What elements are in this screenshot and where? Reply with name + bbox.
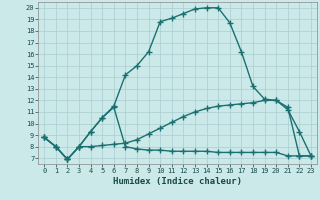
X-axis label: Humidex (Indice chaleur): Humidex (Indice chaleur)	[113, 177, 242, 186]
